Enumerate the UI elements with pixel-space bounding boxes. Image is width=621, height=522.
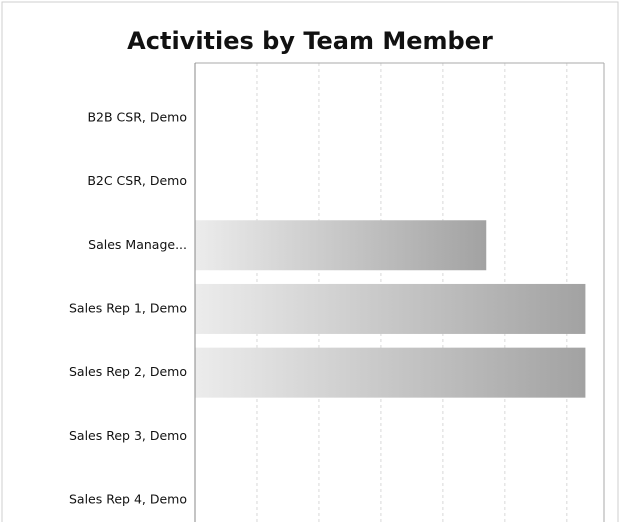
category-label: Sales Rep 1, Demo (69, 300, 187, 315)
category-label: B2C CSR, Demo (87, 173, 187, 188)
chart-title: Activities by Team Member (127, 27, 493, 55)
category-label: B2B CSR, Demo (87, 109, 187, 124)
category-label: Sales Manage... (88, 237, 187, 252)
category-labels: B2B CSR, Demo B2C CSR, Demo Sales Manage..… (69, 109, 187, 506)
category-label: Sales Rep 3, Demo (69, 428, 187, 443)
bar (195, 220, 487, 271)
bars (195, 220, 586, 398)
category-label: Sales Rep 2, Demo (69, 364, 187, 379)
category-label: Sales Rep 4, Demo (69, 492, 187, 507)
bar (195, 347, 586, 398)
bar (195, 283, 586, 334)
